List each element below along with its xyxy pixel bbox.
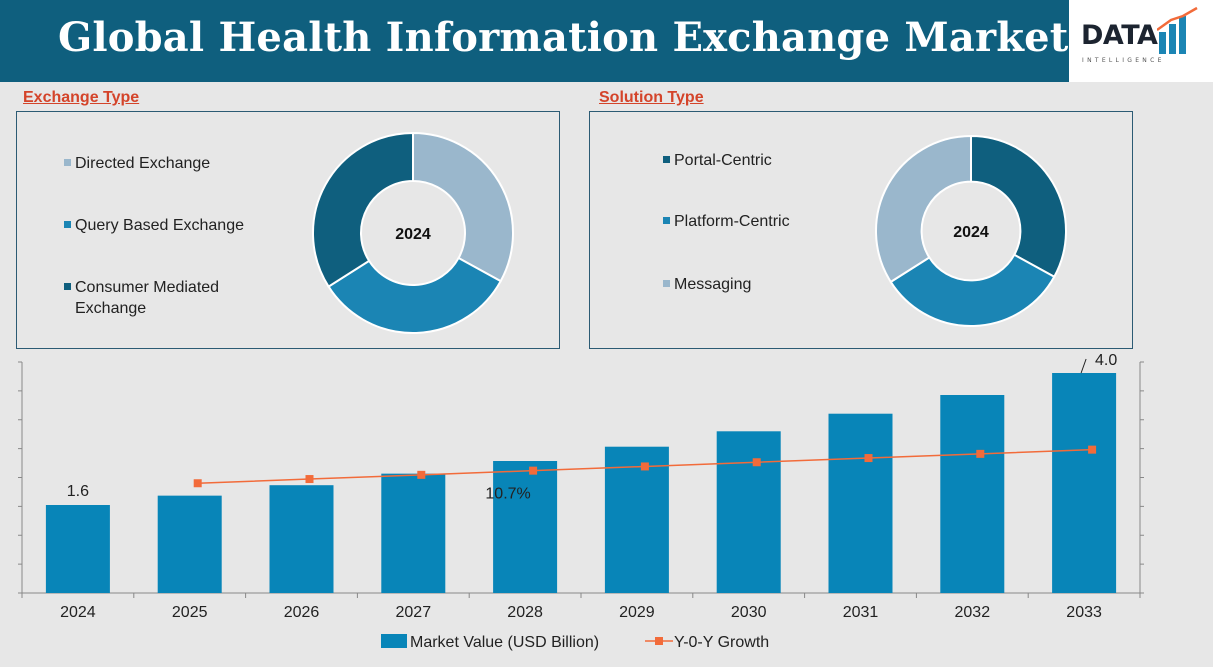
growth-marker-2029 [640, 462, 649, 471]
x-tick-label: 2028 [507, 604, 543, 621]
bar-2030 [716, 431, 781, 593]
data-label-2033: 4.0 [1095, 352, 1117, 369]
square-bullet-icon [663, 280, 670, 287]
solution-type-donut: 2024 [875, 134, 1067, 327]
x-tick-label: 2031 [843, 604, 879, 621]
legend-directed-exchange: Directed Exchange [64, 153, 210, 174]
x-tick-label: 2024 [60, 604, 96, 621]
bar-2028 [493, 461, 558, 593]
growth-marker-2033 [1088, 445, 1097, 454]
bar-2031 [828, 413, 893, 593]
donut-center-label: 2024 [953, 224, 989, 241]
legend-yoy-growth: Y-0-Y Growth [674, 634, 769, 651]
solution-type-panel: Portal-Centric Platform-Centric Messagin… [589, 111, 1133, 349]
square-bullet-icon [64, 159, 71, 166]
x-tick-label: 2027 [396, 604, 432, 621]
x-tick-label: 2033 [1066, 604, 1102, 621]
growth-marker-2030 [752, 458, 761, 467]
bar-2029 [604, 446, 669, 593]
donut-slice-portal-centric [970, 134, 1067, 279]
x-tick-label: 2026 [284, 604, 320, 621]
growth-marker-2031 [864, 454, 873, 463]
x-tick-label: 2029 [619, 604, 655, 621]
logo-text: DATA [1081, 20, 1158, 51]
growth-marker-2025 [193, 479, 202, 488]
bar-2033 [1052, 373, 1117, 593]
page-title: Global Health Information Exchange Marke… [58, 14, 1069, 61]
donut-slice-messaging [875, 134, 972, 284]
legend-platform-centric: Platform-Centric [663, 211, 790, 232]
square-bullet-icon [64, 221, 71, 228]
legend-messaging: Messaging [663, 274, 751, 295]
donut-slice-consumer-mediated-exchange [312, 131, 414, 288]
logo: DATA INTELLIGENCE [1069, 0, 1213, 82]
logo-bars-icon [1157, 6, 1198, 54]
exchange-type-panel: Directed Exchange Query Based Exchange C… [16, 111, 560, 349]
x-tick-label: 2030 [731, 604, 767, 621]
donut-slice-query-based-exchange [327, 256, 502, 334]
solution-type-heading: Solution Type [599, 89, 704, 106]
donut-slice-platform-centric [889, 253, 1056, 327]
bar-2024 [45, 505, 110, 593]
exchange-type-donut: 2024 [312, 131, 514, 334]
x-tick-label: 2032 [955, 604, 991, 621]
legend-query-based-exchange: Query Based Exchange [64, 215, 244, 236]
logo-subtitle: INTELLIGENCE [1082, 57, 1165, 64]
donut-slice-directed-exchange [412, 131, 514, 283]
growth-annotation: 10.7% [485, 486, 530, 503]
legend-market-value: Market Value (USD Billion) [410, 634, 599, 651]
legend-line-marker [655, 637, 663, 645]
market-value-chart: 2024 2025 2026 2027 2028 2029 2030 2031 2032 2033… [18, 352, 1144, 651]
bar-2026 [269, 485, 334, 593]
chart-legend: Market Value (USD Billion) Y-0-Y Growth [381, 634, 769, 651]
growth-marker-2026 [305, 475, 314, 484]
bar-2032 [940, 395, 1005, 593]
exchange-type-heading: Exchange Type [23, 89, 140, 106]
legend-bar-swatch [381, 634, 407, 648]
bar-2027 [381, 473, 446, 593]
growth-marker-2027 [417, 470, 426, 479]
square-bullet-icon [663, 217, 670, 224]
growth-marker-2028 [529, 466, 538, 475]
donut-center-label: 2024 [395, 226, 431, 243]
data-label-2024: 1.6 [67, 483, 89, 500]
growth-marker-2032 [976, 449, 985, 458]
header-banner: Global Health Information Exchange Marke… [0, 0, 1213, 82]
legend-consumer-mediated-exchange: Consumer Mediated Exchange [64, 277, 219, 319]
data-label-leader [1080, 358, 1087, 374]
square-bullet-icon [64, 283, 71, 290]
x-tick-label: 2025 [172, 604, 208, 621]
square-bullet-icon [663, 156, 670, 163]
bar-2025 [157, 495, 222, 593]
legend-portal-centric: Portal-Centric [663, 150, 772, 171]
